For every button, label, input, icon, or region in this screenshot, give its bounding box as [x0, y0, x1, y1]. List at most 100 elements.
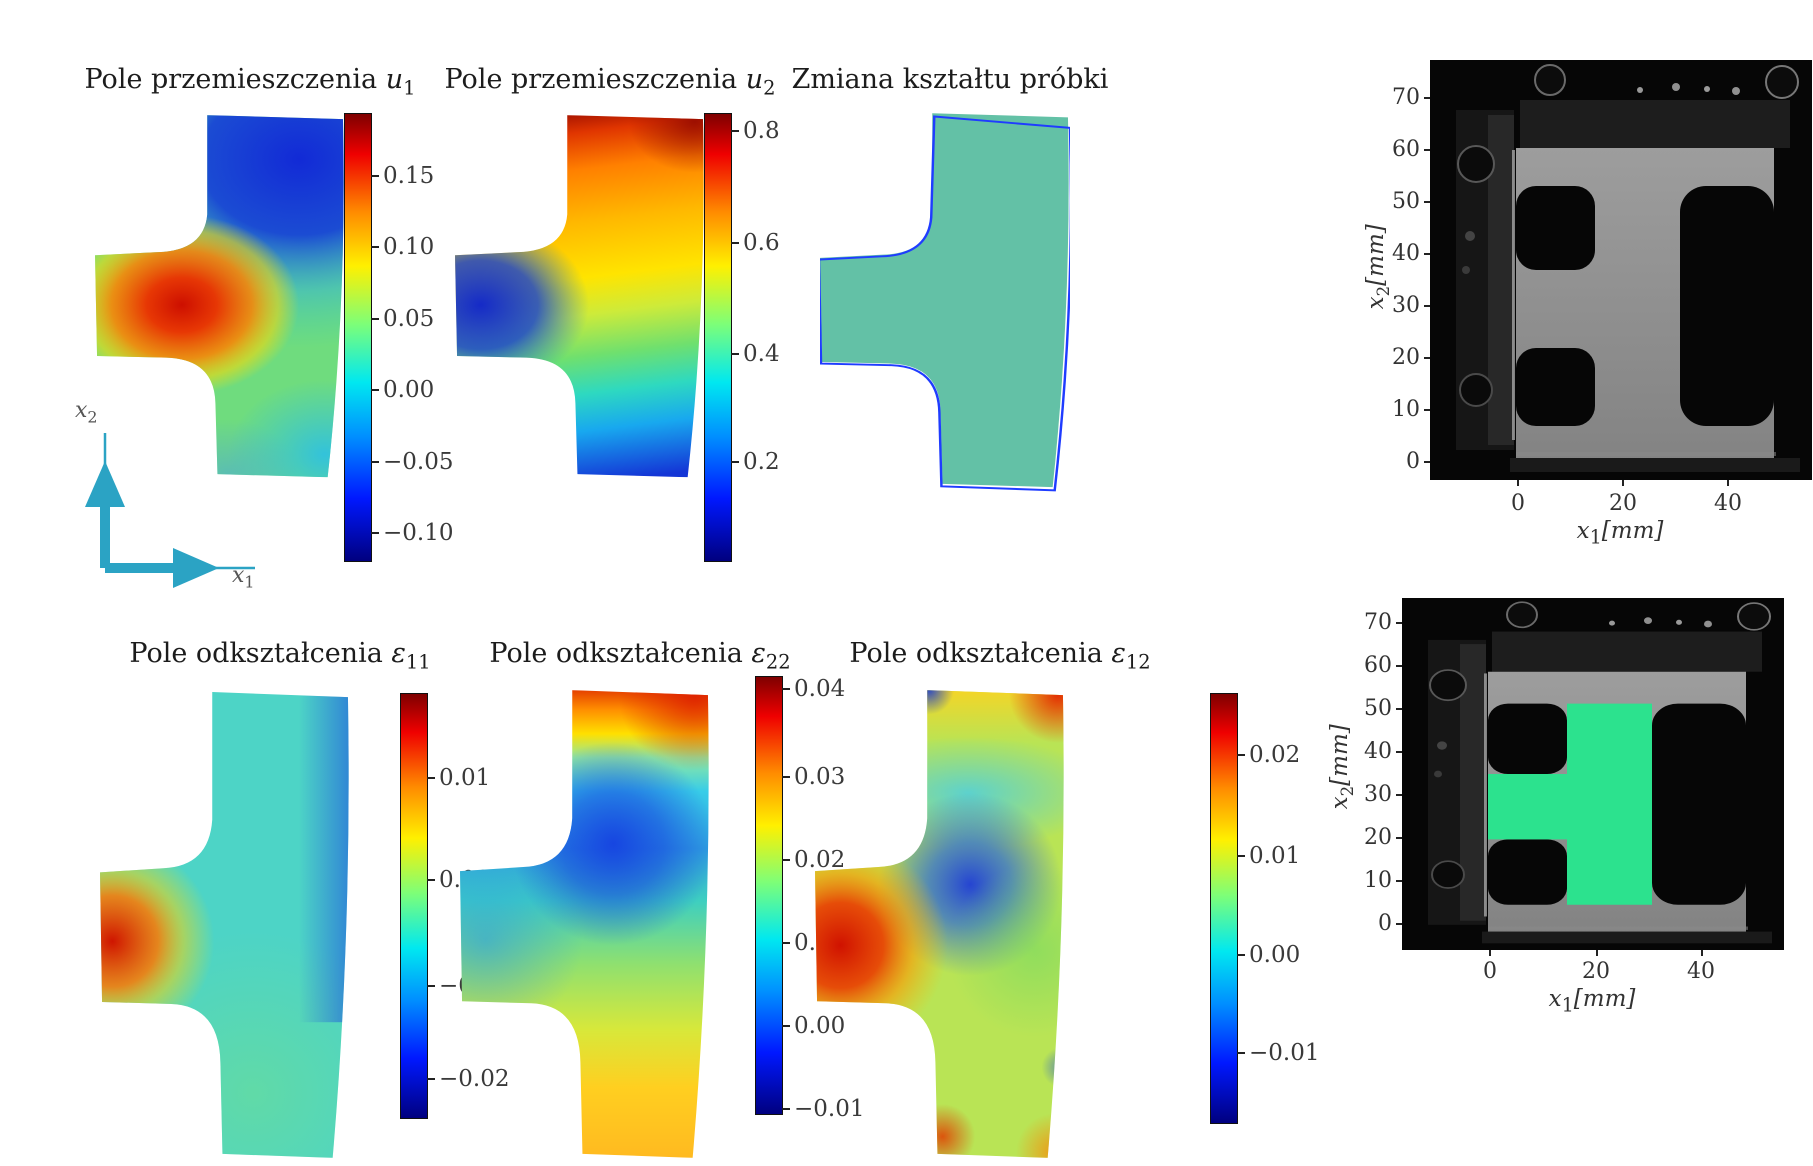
- tick: [1622, 480, 1624, 486]
- panel-title-eps22: Pole odkształcenia ε22: [450, 638, 830, 673]
- tick: [1424, 461, 1430, 463]
- panel-title-u2: Pole przemieszczenia u2: [420, 64, 800, 99]
- colorbar-tick: [782, 776, 790, 778]
- colorbar-u1: [344, 113, 372, 562]
- bolt-icon: [1429, 669, 1467, 702]
- colorbar-tick: [731, 130, 739, 132]
- ytick-label: 10: [1364, 868, 1392, 893]
- title-text: Pole odkształcenia: [129, 638, 392, 669]
- colorbar-eps12: [1210, 693, 1238, 1124]
- tick: [1424, 409, 1430, 411]
- ytick-label: 50: [1392, 189, 1420, 214]
- colorbar-label: 0.2: [743, 449, 780, 475]
- colorbar-tick: [731, 461, 739, 463]
- title-text: Pole odkształcenia: [849, 638, 1112, 669]
- colorbar-label: 0.05: [383, 306, 435, 332]
- colorbar-label: 0.04: [794, 676, 846, 702]
- tick: [1424, 305, 1430, 307]
- panel-title-eps11: Pole odkształcenia ε11: [90, 638, 470, 673]
- ytick-label: 30: [1364, 782, 1392, 807]
- title-sub: 11: [405, 650, 431, 674]
- colorbar-label: −0.05: [383, 449, 454, 475]
- colorbar-tick: [782, 1025, 790, 1027]
- tick: [1396, 794, 1402, 796]
- tick: [1396, 923, 1402, 925]
- colorbar-tick: [371, 246, 379, 248]
- bolt-icon: [1431, 860, 1465, 889]
- ytick-label: 70: [1364, 610, 1392, 635]
- coordinate-axes-annotation: [85, 433, 255, 588]
- colorbar-tick: [427, 879, 435, 881]
- field-eps11-heatmap: [100, 692, 349, 1158]
- specimen-photo-bottom: [1402, 598, 1784, 950]
- title-text: Pole przemieszczenia: [84, 64, 386, 95]
- colorbar-tick: [1237, 754, 1245, 756]
- ytick-label: 20: [1364, 825, 1392, 850]
- ytick-label: 0: [1406, 449, 1420, 474]
- ytick-label: 0: [1378, 911, 1392, 936]
- colorbar-label: −0.01: [1249, 1040, 1320, 1066]
- deformed-outline: [820, 115, 1070, 492]
- bolt-icon: [1457, 145, 1495, 183]
- tick: [1396, 880, 1402, 882]
- tick: [1727, 480, 1729, 486]
- colorbar-tick: [731, 242, 739, 244]
- bolt-icon: [1765, 65, 1799, 99]
- colorbar-label: 0.01: [439, 765, 491, 791]
- colorbar-u2: [704, 113, 732, 562]
- reference-shape: [820, 113, 1069, 488]
- title-var: ε: [751, 638, 766, 669]
- ytick-label: 40: [1364, 739, 1392, 764]
- title-text: Pole odkształcenia: [489, 638, 752, 669]
- title-sub: 22: [765, 650, 791, 674]
- colorbar-tick: [371, 318, 379, 320]
- ytick-label: 10: [1392, 397, 1420, 422]
- colorbar-tick: [782, 688, 790, 690]
- tick: [1424, 201, 1430, 203]
- ytick-label: 60: [1392, 137, 1420, 162]
- panel-title-eps12: Pole odkształcenia ε12: [810, 638, 1190, 673]
- colorbar-tick: [1237, 855, 1245, 857]
- field-u2-heatmap: [455, 115, 704, 478]
- bolt-icon: [1534, 64, 1566, 96]
- ytick-label: 40: [1392, 241, 1420, 266]
- colorbar-tick: [782, 942, 790, 944]
- bolt-icon: [1506, 601, 1538, 629]
- colorbar-label: 0.02: [794, 847, 846, 873]
- colorbar-label: −0.01: [794, 1096, 865, 1122]
- title-var: u: [745, 64, 764, 95]
- title-var: ε: [1111, 638, 1126, 669]
- colorbar-tick: [371, 175, 379, 177]
- xtick-label: 40: [1687, 959, 1715, 984]
- ytick-label: 30: [1392, 293, 1420, 318]
- colorbar-tick: [427, 1078, 435, 1080]
- tick: [1424, 149, 1430, 151]
- colorbar-tick: [371, 532, 379, 534]
- photo1-xlabel: x1[mm]: [1576, 518, 1664, 549]
- tick: [1396, 751, 1402, 753]
- colorbar-label: 0.00: [383, 377, 435, 403]
- xtick-label: 40: [1714, 491, 1742, 516]
- title-var: ε: [391, 638, 406, 669]
- colorbar-label: 0.01: [1249, 843, 1301, 869]
- colorbar-label: 0.10: [383, 234, 435, 260]
- arrow-right-icon: [173, 548, 219, 588]
- xtick-label: 20: [1609, 491, 1637, 516]
- axis-label-x1: x1: [232, 563, 255, 592]
- panel-title-shape: Zmiana kształtu próbki: [770, 64, 1130, 95]
- colorbar-label: −0.10: [383, 520, 454, 546]
- xtick-label: 0: [1511, 491, 1525, 516]
- colorbar-label: 0.15: [383, 163, 435, 189]
- xtick-label: 0: [1483, 959, 1497, 984]
- ytick-label: 50: [1364, 696, 1392, 721]
- colorbar-label: 0.00: [794, 1013, 846, 1039]
- title-text: Zmiana kształtu próbki: [791, 64, 1109, 95]
- tick: [1396, 665, 1402, 667]
- colorbar-label: 0.6: [743, 230, 780, 256]
- colorbar-eps22: [755, 676, 783, 1115]
- tick: [1424, 357, 1430, 359]
- axis-label-x2: x2: [75, 398, 98, 427]
- bolt-icon: [1459, 373, 1493, 407]
- tick: [1424, 97, 1430, 99]
